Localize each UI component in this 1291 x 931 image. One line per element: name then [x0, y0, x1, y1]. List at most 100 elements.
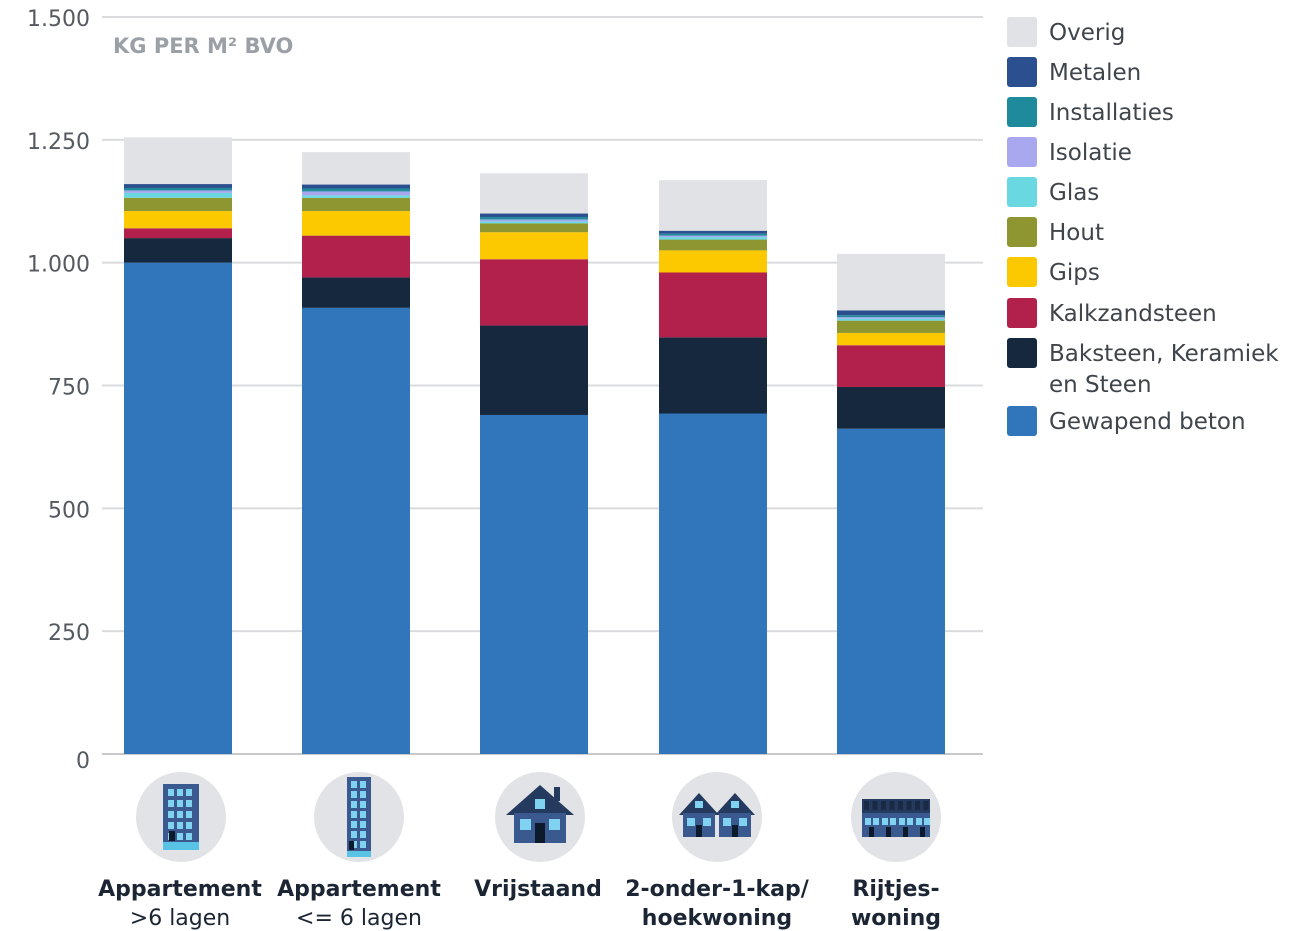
bar-segment — [480, 213, 588, 217]
legend-item: Baksteen, Keramiek en Steen — [1007, 338, 1279, 398]
legend-label: Gewapend beton — [1049, 409, 1246, 435]
category-labels: Appartement >6 lagen Appartement <= 6 lagen… — [98, 877, 941, 931]
legend-label: Isolatie — [1049, 140, 1132, 166]
bar-stack — [837, 253, 945, 754]
bar-segment — [659, 233, 767, 236]
bar-segment — [659, 337, 767, 414]
bar-segment — [124, 262, 232, 754]
semi-detached-house-icon — [672, 772, 762, 862]
bar-segment — [302, 277, 410, 308]
bar-segment — [124, 184, 232, 188]
bar-segment — [837, 332, 945, 346]
legend-item: Metalen — [1007, 57, 1141, 87]
bar-segment — [124, 228, 232, 239]
bar-segment — [659, 272, 767, 338]
bar-segment — [302, 184, 410, 189]
apartment-high-rise-icon — [136, 772, 226, 862]
y-tick-label: 750 — [48, 376, 90, 401]
legend-label-line2: en Steen — [1049, 372, 1152, 398]
category-label-line2: >6 lagen — [130, 906, 230, 931]
y-tick-label: 250 — [48, 621, 90, 646]
bar-segment — [480, 232, 588, 260]
legend-swatch — [1007, 338, 1037, 368]
legend: Overig Metalen Installaties Isolatie Glas Hou… — [1007, 17, 1279, 436]
category-label-line2: woning — [851, 906, 941, 931]
legend-label: Installaties — [1049, 100, 1174, 126]
bars — [124, 137, 945, 754]
bar-segment — [480, 259, 588, 326]
bar-stack — [480, 173, 588, 754]
legend-label: Baksteen, Keramiek — [1049, 341, 1279, 367]
bar-segment — [837, 386, 945, 429]
legend-item: Installaties — [1007, 97, 1174, 127]
category-label: Appartement — [98, 877, 262, 902]
legend-item: Gewapend beton — [1007, 406, 1246, 436]
bar-segment — [302, 211, 410, 236]
bar-segment — [124, 187, 232, 191]
category-icons — [136, 772, 941, 862]
y-tick-label: 0 — [76, 749, 90, 774]
legend-item: Hout — [1007, 217, 1104, 247]
bar-segment — [480, 414, 588, 754]
bar-segment — [659, 180, 767, 231]
category-label-line2: <= 6 lagen — [296, 906, 422, 931]
bar-segment — [480, 173, 588, 214]
y-tick-label: 1.000 — [27, 253, 90, 278]
bar-segment — [659, 237, 767, 240]
bar-segment — [837, 428, 945, 754]
bar-segment — [659, 235, 767, 238]
bar-segment — [659, 250, 767, 273]
bar-segment — [124, 197, 232, 212]
bar-segment — [302, 307, 410, 754]
bar-segment — [302, 197, 410, 212]
legend-swatch — [1007, 257, 1037, 287]
legend-swatch — [1007, 137, 1037, 167]
bar-segment — [302, 152, 410, 185]
category-label: Vrijstaand — [474, 877, 602, 902]
legend-swatch — [1007, 406, 1037, 436]
category-label-line2: hoekwoning — [642, 906, 792, 931]
bar-segment — [837, 310, 945, 316]
legend-swatch — [1007, 298, 1037, 328]
bar-segment — [659, 239, 767, 251]
bar-segment — [837, 318, 945, 321]
legend-label: Overig — [1049, 20, 1125, 46]
legend-swatch — [1007, 57, 1037, 87]
bar-segment — [302, 188, 410, 192]
bar-segment — [124, 238, 232, 263]
bar-segment — [480, 223, 588, 233]
legend-item: Gips — [1007, 257, 1100, 287]
legend-item: Overig — [1007, 17, 1125, 47]
legend-label: Hout — [1049, 220, 1104, 246]
legend-label: Gips — [1049, 260, 1100, 286]
legend-label: Glas — [1049, 180, 1099, 206]
category-label: Appartement — [277, 877, 441, 902]
bar-stack — [124, 137, 232, 754]
category-label: Rijtjes- — [852, 877, 939, 902]
bar-segment — [837, 317, 945, 319]
bar-segment — [124, 190, 232, 193]
bar-segment — [837, 315, 945, 318]
bar-segment — [302, 195, 410, 198]
legend-swatch — [1007, 17, 1037, 47]
bar-segment — [659, 413, 767, 754]
category-label: 2-onder-1-kap/ — [625, 877, 810, 902]
apartment-low-rise-icon — [314, 772, 404, 862]
legend-item: Isolatie — [1007, 137, 1132, 167]
bar-segment — [837, 345, 945, 387]
y-axis: 0 250 500 750 1.000 1.250 1.500 — [27, 7, 90, 774]
bar-segment — [480, 325, 588, 415]
bar-segment — [480, 219, 588, 222]
bar-segment — [124, 137, 232, 185]
bar-segment — [480, 221, 588, 224]
detached-house-icon — [495, 772, 585, 862]
unit-label: KG PER M² BVO — [113, 34, 293, 58]
y-tick-label: 500 — [48, 498, 90, 523]
y-tick-label: 1.500 — [27, 7, 90, 32]
legend-swatch — [1007, 217, 1037, 247]
terraced-house-icon — [851, 772, 941, 862]
legend-swatch — [1007, 97, 1037, 127]
bar-segment — [302, 191, 410, 196]
y-tick-label: 1.250 — [27, 130, 90, 155]
